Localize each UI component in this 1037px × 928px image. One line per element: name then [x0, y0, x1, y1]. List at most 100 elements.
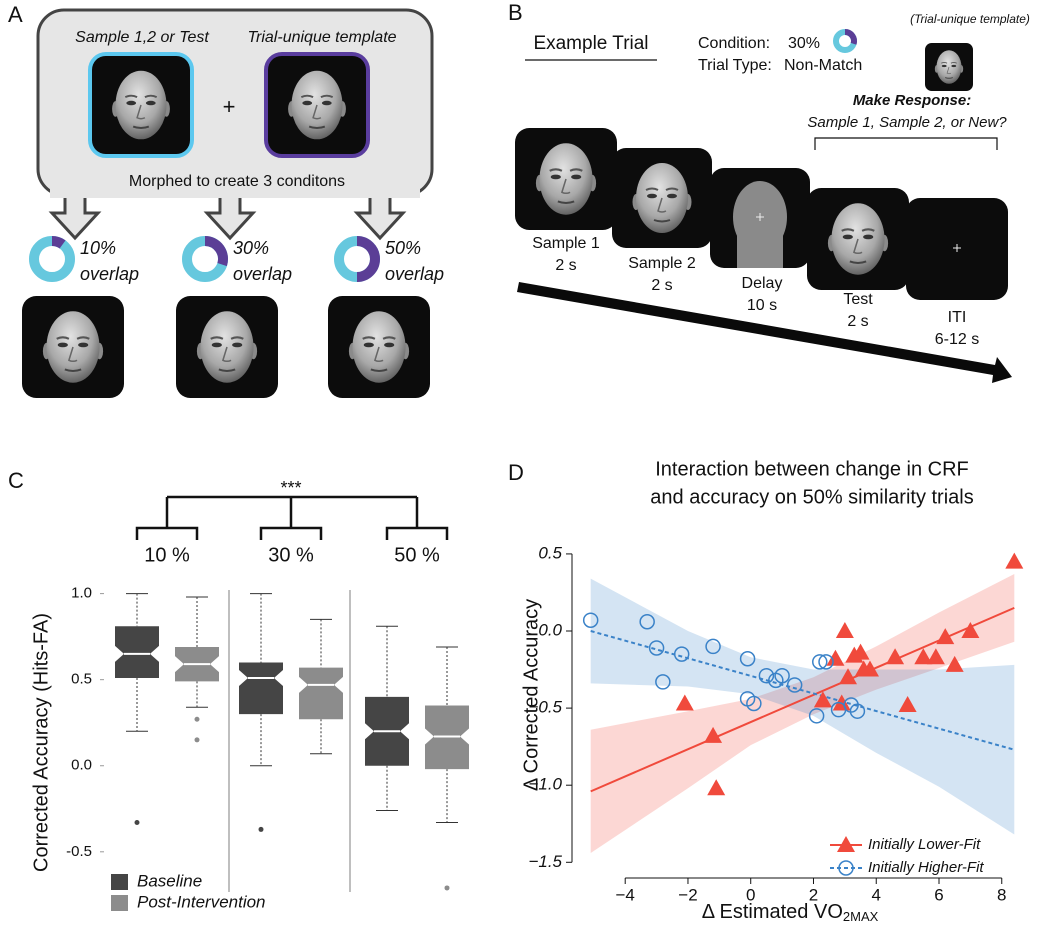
time-arrow: [517, 282, 1012, 383]
operator: +: [223, 94, 236, 119]
point: [739, 651, 756, 667]
step-duration: 6-12 s: [935, 331, 979, 348]
response-title: Make Response:: [853, 92, 971, 109]
face-image: [176, 296, 278, 398]
y-tick-label: 0.5: [71, 671, 92, 688]
face-image: [22, 296, 124, 398]
legend-marker: [837, 836, 855, 852]
step-name: Delay: [742, 275, 783, 292]
point: [839, 668, 857, 685]
arrow: [203, 191, 257, 241]
group-label: 10 %: [144, 544, 190, 566]
point: [1005, 552, 1024, 569]
delay-neck: [737, 235, 783, 268]
box: [115, 626, 159, 678]
box: [239, 662, 283, 715]
face-image: [807, 188, 909, 290]
point: [639, 614, 655, 630]
x-tick-label: 0: [746, 885, 755, 904]
point: [808, 708, 825, 724]
source-label: Sample 1,2 or Test: [75, 29, 209, 46]
fixation: [953, 244, 961, 252]
point: [860, 660, 879, 677]
caption: Morphed to create 3 conditons: [129, 173, 345, 190]
face-image: [925, 42, 973, 92]
point: [832, 694, 851, 711]
point: [704, 726, 723, 743]
panel-letter: B: [508, 0, 523, 25]
y-tick-label: −0.5: [528, 698, 562, 717]
fixation: [756, 213, 764, 221]
y-tick-label: -0.5: [66, 843, 92, 860]
point: [849, 703, 866, 719]
y-tick-label: −1.5: [528, 852, 562, 871]
bracket: [259, 526, 323, 540]
legend-swatch: [111, 874, 128, 890]
x-tick-label: 6: [934, 885, 943, 904]
point: [746, 695, 762, 712]
point: [926, 648, 945, 665]
x-axis-label: Δ Estimated VO2MAX: [702, 901, 879, 924]
step-name: Test: [843, 291, 873, 308]
legend-label: Initially Lower-Fit: [868, 836, 981, 853]
point: [648, 640, 665, 656]
panel-letter: D: [508, 460, 524, 485]
outlier: [444, 885, 450, 891]
arrow: [353, 191, 407, 241]
donut-overlap: [51, 236, 66, 249]
bracket: [385, 526, 449, 540]
point: [705, 638, 721, 655]
legend-label: Initially Higher-Fit: [868, 859, 984, 876]
outlier: [194, 737, 200, 743]
step-duration: 2 s: [847, 313, 868, 330]
point: [914, 648, 933, 665]
arrow: [48, 191, 102, 241]
point: [961, 622, 980, 639]
template-label: Trial-unique template: [247, 29, 396, 46]
point: [886, 648, 905, 665]
point: [675, 694, 694, 711]
y-tick-label: 1.0: [71, 585, 92, 602]
y-tick-label: 0.0: [71, 757, 92, 774]
point: [758, 667, 775, 684]
point: [812, 654, 828, 670]
step-duration: 2 s: [555, 257, 576, 274]
point: [774, 667, 790, 684]
point: [945, 655, 964, 672]
step-name: ITI: [948, 309, 967, 326]
y-tick-label: 0.5: [538, 543, 562, 562]
face-image: [328, 296, 430, 398]
donut-overlap: [204, 236, 228, 267]
y-tick-label: −1.0: [528, 775, 562, 794]
legend-marker: [838, 860, 854, 876]
x-tick-label: 4: [872, 885, 881, 904]
point: [851, 643, 870, 660]
panel-letter: A: [8, 2, 23, 27]
y-tick-label: 0.0: [538, 620, 562, 639]
response-bracket: [814, 137, 998, 150]
fit-line: [590, 630, 1015, 751]
point: [673, 646, 690, 662]
x-tick-label: 2: [809, 885, 818, 904]
point: [707, 779, 726, 796]
step-name: Sample 1: [532, 235, 600, 252]
overlap-percent: 10%: [80, 238, 116, 258]
panel-letter: C: [8, 468, 24, 493]
legend-label: Post-Intervention: [137, 892, 266, 911]
chart-title: Interaction between change in CRF: [655, 458, 969, 480]
confidence-band: [590, 573, 1015, 854]
donut-overlap: [356, 236, 380, 282]
overlap-word: overlap: [233, 264, 292, 284]
outlier: [194, 716, 200, 722]
outlier: [258, 826, 264, 832]
y-axis-label: Corrected Accuracy (Hits-FA): [30, 613, 52, 872]
point: [813, 691, 832, 708]
outlier: [134, 820, 140, 826]
donut-base: [29, 236, 75, 282]
point: [582, 612, 599, 628]
significance: ***: [280, 478, 301, 498]
step-duration: 10 s: [747, 297, 777, 314]
point: [655, 674, 671, 690]
overlap-percent: 50%: [385, 238, 421, 258]
